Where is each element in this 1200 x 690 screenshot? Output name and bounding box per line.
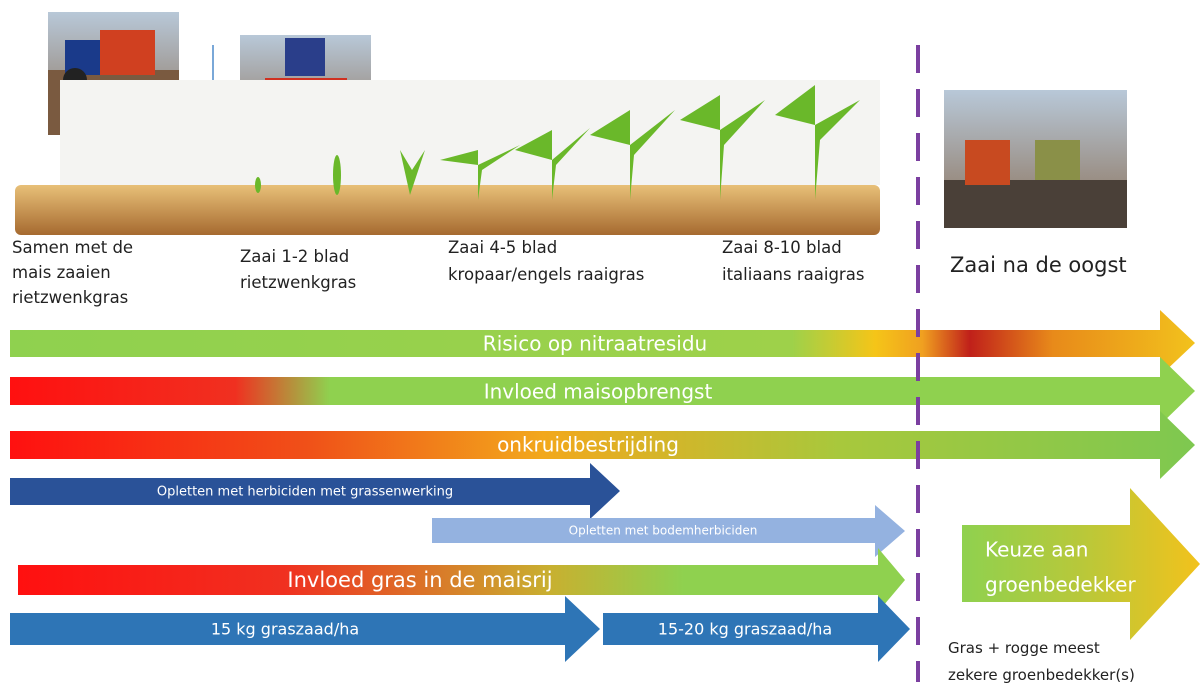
arrow-label: onkruidbestrijding <box>497 433 679 457</box>
photo-harvest <box>944 90 1127 228</box>
note: zekere groenbedekker(s) <box>948 666 1135 684</box>
choice-label: Keuze aan <box>985 538 1088 562</box>
stage-label: Zaai 8-10 blad <box>722 238 842 257</box>
soil <box>15 185 880 235</box>
background <box>60 80 880 185</box>
stage-label: Samen met de <box>12 238 133 257</box>
arrows: Risico op nitraatresidu Invloed maisopbr… <box>10 310 1200 662</box>
arrow-label: Invloed gras in de maisrij <box>287 568 552 592</box>
harvest-label: Zaai na de oogst <box>950 253 1127 277</box>
stage-label: rietzwenkgras <box>240 273 356 292</box>
stage-label: mais zaaien <box>12 263 111 282</box>
page: {"stages": [ {"lines": ["Samen met de", … <box>0 0 1200 690</box>
choice-arrow <box>962 488 1200 640</box>
arrow-label: 15 kg graszaad/ha <box>211 620 359 639</box>
arrow-label: 15-20 kg graszaad/ha <box>658 620 832 639</box>
arrow-label: Risico op nitraatresidu <box>483 332 707 356</box>
stage-label: italiaans raaigras <box>722 265 864 284</box>
stage-label: rietzwenkgras <box>12 288 128 307</box>
arrow-label: Opletten met herbiciden met grassenwerki… <box>157 485 453 500</box>
stage-label: Zaai 1-2 blad <box>240 247 349 266</box>
arrow-label: Opletten met bodemherbiciden <box>569 524 758 538</box>
arrow-label: Invloed maisopbrengst <box>484 380 713 404</box>
note: Gras + rogge meest <box>948 639 1100 657</box>
choice-label: groenbedekker <box>985 573 1136 597</box>
stage-label: Zaai 4-5 blad <box>448 238 557 257</box>
stage-labels: Samen met de mais zaaien rietzwenkgras Z… <box>12 238 1127 307</box>
stage-label: kropaar/engels raaigras <box>448 265 644 284</box>
diagram: Samen met de mais zaaien rietzwenkgras Z… <box>0 0 1200 690</box>
